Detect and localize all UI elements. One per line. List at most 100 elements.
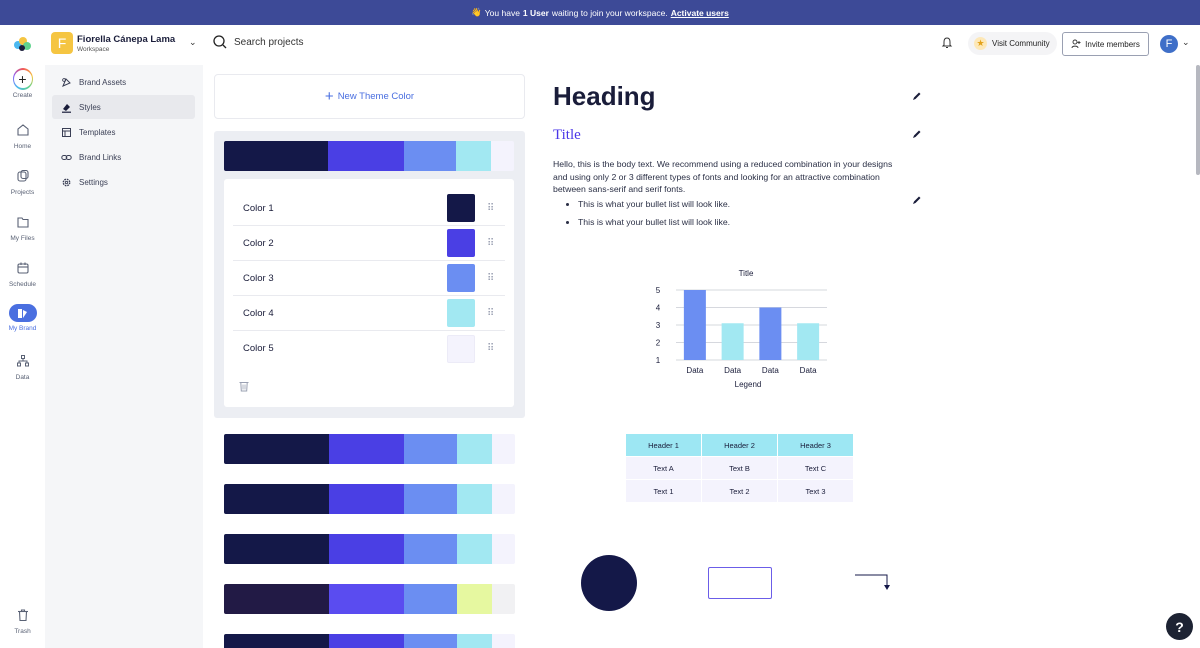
palette-swatch <box>491 634 515 648</box>
palette-swatch <box>456 484 492 514</box>
palette-swatch <box>456 584 492 614</box>
rail-create-label: Create <box>12 92 33 99</box>
invite-members-button[interactable]: Invite members <box>1062 32 1149 56</box>
rail-create[interactable]: + Create <box>0 68 45 99</box>
palette-swatch <box>456 534 492 564</box>
palette-swatch <box>456 434 492 464</box>
activate-users-link[interactable]: Activate users <box>670 7 729 18</box>
preview-bullet-list: This is what your bullet list will look … <box>578 199 730 235</box>
rail-schedule[interactable]: Schedule <box>0 258 45 288</box>
color-row[interactable]: Color 4 ⠿ <box>233 296 505 331</box>
rail-projects-label: Projects <box>10 189 35 196</box>
color-row[interactable]: Color 1 ⠿ <box>233 191 505 226</box>
palette-swatch <box>328 584 405 614</box>
table-cell: Text 2 <box>701 479 778 503</box>
workspace-avatar[interactable]: F <box>51 32 73 54</box>
chart-x-tick-label: Data <box>724 366 741 375</box>
trash-icon[interactable] <box>239 380 249 392</box>
table-cell: Text 3 <box>777 479 854 503</box>
chart-bar <box>759 307 782 360</box>
table-cell: Text A <box>625 456 702 480</box>
scrollbar-thumb[interactable] <box>1196 65 1200 175</box>
drag-handle-icon[interactable]: ⠿ <box>487 307 494 319</box>
color-swatch[interactable] <box>447 229 475 257</box>
sidebar-item-brand-assets[interactable]: Brand Assets <box>52 70 195 94</box>
visit-community-button[interactable]: ★ Visit Community <box>968 32 1057 55</box>
pencil-icon[interactable] <box>912 91 922 101</box>
chevron-down-icon[interactable]: ⌄ <box>1182 37 1190 47</box>
sidebar-item-brand-links[interactable]: Brand Links <box>52 145 195 169</box>
preview-title: Title <box>553 127 581 143</box>
chart-bar <box>797 323 820 360</box>
palette-swatch <box>224 141 329 171</box>
app-logo-icon[interactable] <box>12 35 32 53</box>
palette-swatch <box>491 484 515 514</box>
chart-x-axis-label: Legend <box>735 380 762 389</box>
palette-row[interactable] <box>224 584 515 614</box>
rail-my-brand[interactable]: My Brand <box>0 304 45 332</box>
color-swatch[interactable] <box>447 194 475 222</box>
palette-row[interactable] <box>224 141 514 171</box>
user-avatar[interactable]: F <box>1160 35 1178 53</box>
palette-swatch <box>224 484 329 514</box>
drag-handle-icon[interactable]: ⠿ <box>487 202 494 214</box>
palette-swatch <box>328 434 405 464</box>
vertical-scrollbar[interactable] <box>1196 65 1200 648</box>
sidebar-item-label: Brand Links <box>79 152 122 162</box>
home-icon <box>16 124 29 136</box>
sidebar-item-templates[interactable]: Templates <box>52 120 195 144</box>
bell-icon[interactable] <box>941 37 953 49</box>
rail-my-files[interactable]: My Files <box>0 212 45 242</box>
palette-swatch <box>224 634 329 648</box>
new-theme-color-button[interactable]: + New Theme Color <box>214 74 525 119</box>
drag-handle-icon[interactable]: ⠿ <box>487 237 494 249</box>
workspace-name[interactable]: Fiorella Cánepa Lama <box>77 34 176 45</box>
styles-icon <box>62 103 71 113</box>
color-swatch[interactable] <box>447 334 475 363</box>
invite-members-label: Invite members <box>1085 39 1140 49</box>
trash-icon <box>17 609 28 622</box>
theme-colors-panel: + New Theme Color Color 1 ⠿ Color 2 ⠿ Co… <box>203 65 536 648</box>
preview-rectangle-shape <box>708 567 772 599</box>
chevron-down-icon[interactable]: ⌄ <box>189 37 197 47</box>
color-swatch[interactable] <box>447 264 475 292</box>
rail-trash-label: Trash <box>14 628 31 635</box>
drag-handle-icon[interactable]: ⠿ <box>487 272 494 284</box>
notification-banner: 👋 You have 1 User waiting to join your w… <box>0 0 1200 25</box>
drag-handle-icon[interactable]: ⠿ <box>487 343 494 354</box>
rail-home[interactable]: Home <box>0 120 45 150</box>
table-header-cell: Header 2 <box>701 433 778 457</box>
palette-swatch <box>491 584 515 614</box>
palette-row[interactable] <box>224 484 515 514</box>
color-row[interactable]: Color 2 ⠿ <box>233 226 505 261</box>
plus-icon: + <box>324 88 334 105</box>
pencil-icon[interactable] <box>912 195 922 205</box>
table-row: Text 1 Text 2 Text 3 <box>625 479 854 503</box>
palette-swatch <box>491 534 515 564</box>
color-swatch[interactable] <box>447 299 475 327</box>
templates-icon <box>62 127 71 137</box>
pencil-icon[interactable] <box>912 129 922 139</box>
color-row[interactable]: Color 3 ⠿ <box>233 261 505 296</box>
banner-suffix: waiting to join your workspace. <box>551 7 668 18</box>
palette-swatch <box>224 534 329 564</box>
color-label: Color 3 <box>243 272 274 284</box>
palette-row[interactable] <box>224 634 515 648</box>
sidebar-item-styles[interactable]: Styles <box>52 95 195 119</box>
palette-row[interactable] <box>224 534 515 564</box>
help-button[interactable]: ? <box>1166 613 1193 640</box>
sidebar-item-settings[interactable]: Settings <box>52 170 195 194</box>
rail-trash[interactable]: Trash <box>0 605 45 635</box>
rail-my-brand-label: My Brand <box>8 325 37 332</box>
palette-row[interactable] <box>224 434 515 464</box>
chart-y-tick-label: 1 <box>656 356 661 365</box>
rail-data-label: Data <box>15 374 30 381</box>
color-row[interactable]: Color 5 ⠿ <box>233 331 505 366</box>
table-cell: Text B <box>701 456 778 480</box>
search-bar[interactable]: Search projects <box>213 35 303 49</box>
theme-editor: Color 1 ⠿ Color 2 ⠿ Color 3 ⠿ Color 4 ⠿ … <box>214 131 525 418</box>
palette-swatch <box>328 141 404 171</box>
rail-data[interactable]: Data <box>0 351 45 381</box>
search-input[interactable]: Search projects <box>234 36 304 48</box>
rail-projects[interactable]: Projects <box>0 166 45 196</box>
